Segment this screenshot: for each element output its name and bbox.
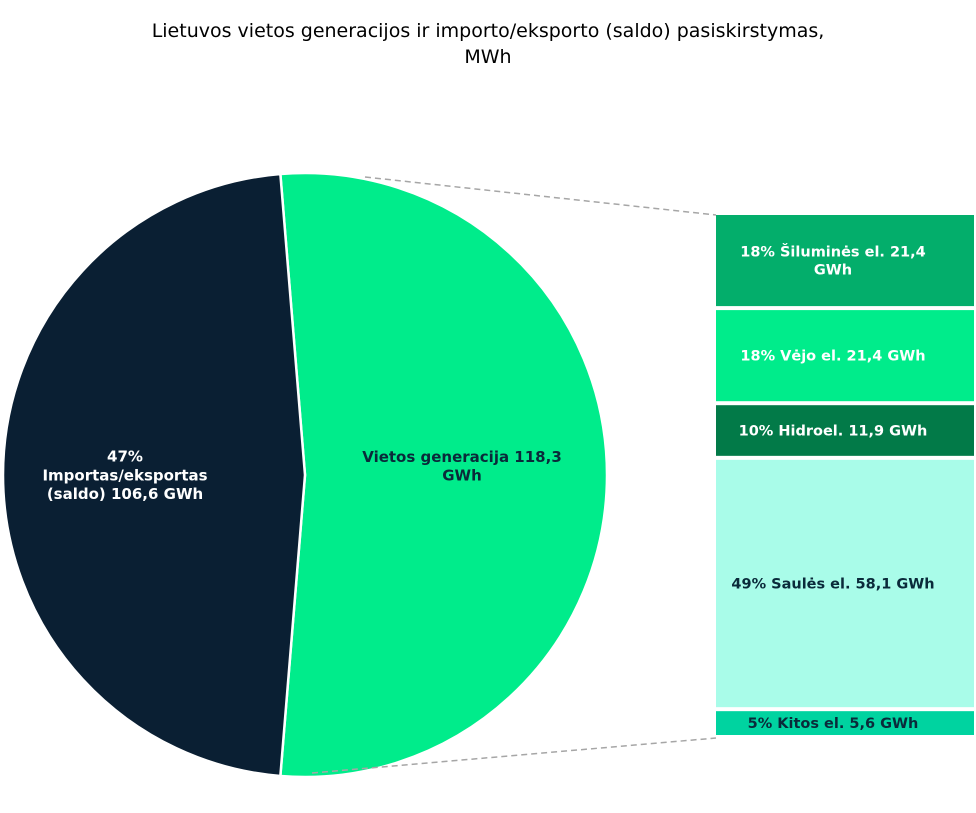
pie-label-import-export: (saldo) 106,6 GWh — [47, 485, 203, 503]
pie-slice-import-export — [1, 172, 307, 778]
bar-label-3: 49% Saulės el. 58,1 GWh — [731, 577, 934, 593]
pie-label-local-generation: Vietos generacija 118,3 — [362, 448, 562, 466]
pie-label-local-generation: GWh — [442, 467, 482, 485]
connector-line-bottom — [311, 737, 717, 774]
pie-label-import-export: Importas/eksportas — [42, 466, 207, 484]
bar-segment-4 — [716, 711, 974, 735]
bar-label-2: 10% Hidroel. 11,9 GWh — [739, 424, 928, 440]
pie-label-import-export: 47% — [107, 448, 143, 466]
bar-segment-1 — [716, 310, 974, 402]
bar-label-0: GWh — [814, 263, 852, 279]
bar-segment-0 — [716, 215, 974, 307]
chart-title: Lietuvos vietos generacijos ir importo/e… — [0, 18, 976, 70]
connector-line-top — [364, 176, 717, 216]
bar-label-4: 5% Kitos el. 5,6 GWh — [748, 716, 919, 732]
bar-segment-3 — [716, 459, 974, 708]
bar-label-1: 18% Vėjo el. 21,4 GWh — [740, 349, 925, 365]
bar-segment-2 — [716, 405, 974, 456]
bar-label-0: 18% Šiluminės el. 21,4 — [740, 243, 926, 261]
chart-title-line2: MWh — [464, 46, 512, 68]
chart-title-line1: Lietuvos vietos generacijos ir importo/e… — [151, 20, 825, 42]
pie-slice-local-generation — [279, 171, 609, 779]
